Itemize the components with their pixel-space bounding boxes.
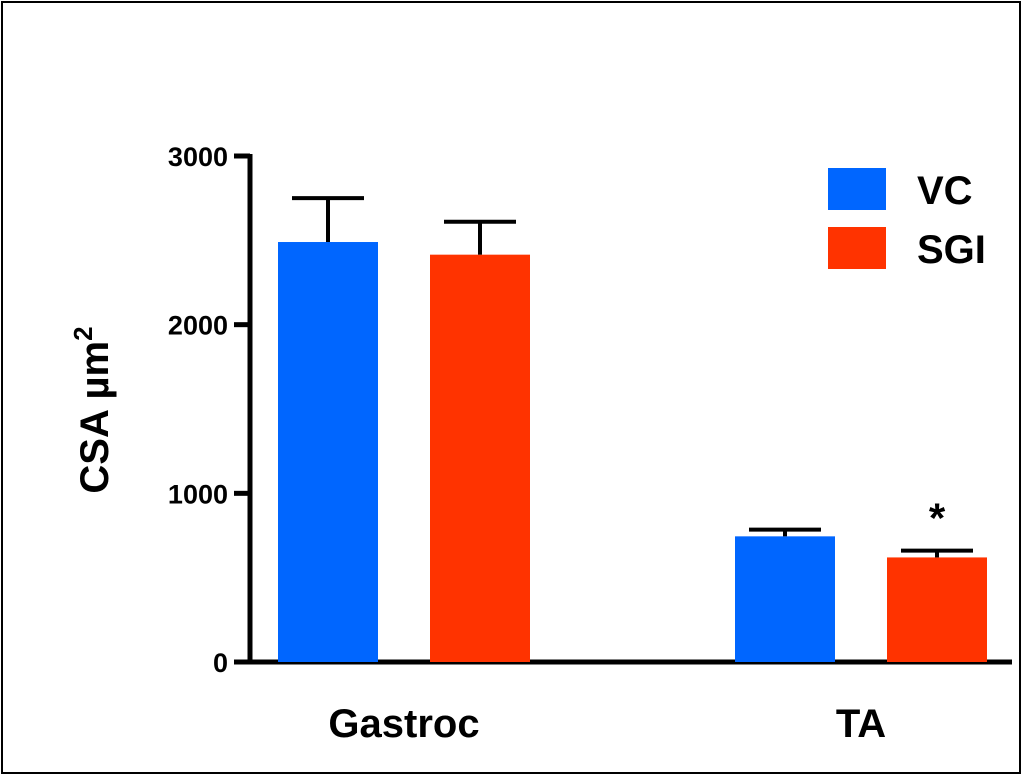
legend-swatch-vc xyxy=(828,168,886,210)
y-tick-label-1000: 1000 xyxy=(168,479,228,509)
y-axis-title-main: CSA µm xyxy=(73,341,117,494)
y-tick-label-0: 0 xyxy=(213,648,228,678)
bar-gastroc-sgi xyxy=(430,254,530,663)
category-label-gastroc: Gastroc xyxy=(328,702,479,746)
legend-label-vc: VC xyxy=(917,169,973,213)
error-bars xyxy=(292,196,973,558)
bar-ta-vc xyxy=(735,536,835,662)
y-axis-title: CSA µm2 xyxy=(68,326,117,493)
annotations: * xyxy=(929,495,946,542)
legend-swatch-sgi xyxy=(828,227,886,269)
bar-ta-sgi xyxy=(887,557,987,662)
y-tick-label-2000: 2000 xyxy=(168,311,228,341)
y-axis-title-superscript: 2 xyxy=(68,326,98,340)
y-tick-label-3000: 3000 xyxy=(168,142,228,172)
significance-asterisk-0: * xyxy=(929,495,946,542)
y-ticks: 0 1000 2000 3000 xyxy=(168,142,250,678)
bar-gastroc-vc xyxy=(278,242,378,662)
legend-label-sgi: SGI xyxy=(917,228,986,272)
category-labels: Gastroc TA xyxy=(328,702,886,746)
legend: VC SGI xyxy=(828,168,986,272)
category-label-ta: TA xyxy=(836,702,886,746)
bars xyxy=(278,242,987,663)
